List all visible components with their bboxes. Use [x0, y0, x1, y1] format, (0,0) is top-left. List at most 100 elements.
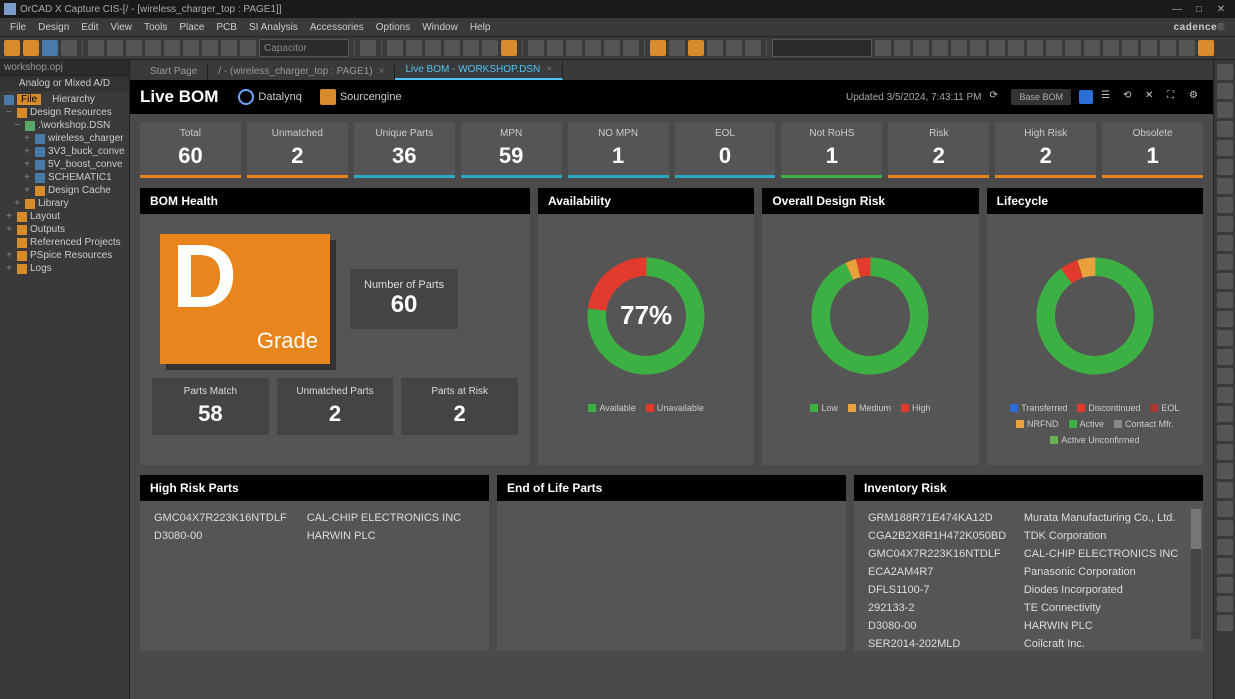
new-icon[interactable]	[4, 40, 20, 56]
kpi-card[interactable]: Total60	[140, 122, 241, 178]
tree-item[interactable]: +Design Cache	[0, 184, 129, 197]
tool-icon[interactable]	[1217, 577, 1233, 593]
tool-icon[interactable]	[970, 40, 986, 56]
tool-icon[interactable]	[221, 40, 237, 56]
expand-icon[interactable]: −	[12, 120, 22, 131]
tool-icon[interactable]	[1217, 368, 1233, 384]
expand-icon[interactable]: ⛶	[1167, 90, 1181, 104]
tool-icon[interactable]	[1217, 254, 1233, 270]
tool-icon[interactable]	[1141, 40, 1157, 56]
part-combo[interactable]: Capacitor	[259, 39, 349, 57]
tool-icon[interactable]	[183, 40, 199, 56]
minimize-button[interactable]: —	[1167, 4, 1187, 15]
tool-icon[interactable]	[585, 40, 601, 56]
kpi-card[interactable]: High Risk2	[995, 122, 1096, 178]
tool-icon[interactable]	[650, 40, 666, 56]
list-view-icon[interactable]: ☰	[1101, 90, 1115, 104]
expand-icon[interactable]: +	[4, 211, 14, 222]
scrollbar-thumb[interactable]	[1191, 509, 1201, 549]
copy-icon[interactable]	[107, 40, 123, 56]
tool-icon[interactable]	[1217, 311, 1233, 327]
search-icon[interactable]	[360, 40, 376, 56]
menu-accessories[interactable]: Accessories	[304, 22, 370, 33]
tool-icon[interactable]	[726, 40, 742, 56]
tool-icon[interactable]	[1217, 235, 1233, 251]
tool-icon[interactable]	[528, 40, 544, 56]
document-tab[interactable]: / - (wireless_charger_top : PAGE1)×	[208, 63, 395, 80]
tab-close-icon[interactable]: ×	[546, 64, 552, 75]
kpi-card[interactable]: Unique Parts36	[354, 122, 455, 178]
menu-pcb[interactable]: PCB	[210, 22, 243, 33]
kpi-card[interactable]: MPN59	[461, 122, 562, 178]
grid-view-icon[interactable]	[1079, 90, 1093, 104]
table-row[interactable]: DFLS1100-7Diodes Incorporated	[864, 581, 1193, 599]
expand-icon[interactable]: +	[12, 198, 22, 209]
tool-icon[interactable]	[1217, 178, 1233, 194]
tool-icon[interactable]	[1179, 40, 1195, 56]
tree-tab-hierarchy[interactable]: Hierarchy	[52, 94, 95, 105]
kpi-card[interactable]: NO MPN1	[568, 122, 669, 178]
tree-item[interactable]: Referenced Projects	[0, 236, 129, 249]
tool-icon[interactable]	[951, 40, 967, 56]
expand-icon[interactable]: −	[4, 107, 14, 118]
redo-icon[interactable]	[164, 40, 180, 56]
tree-tab-file[interactable]: File	[17, 94, 41, 105]
tree-item[interactable]: +3V3_buck_conve	[0, 145, 129, 158]
tree-item[interactable]: +SCHEMATIC1	[0, 171, 129, 184]
menu-si[interactable]: SI Analysis	[243, 22, 304, 33]
tool-icon[interactable]	[1217, 482, 1233, 498]
menu-design[interactable]: Design	[32, 22, 75, 33]
tool-icon[interactable]	[1217, 539, 1233, 555]
tool-icon[interactable]	[1027, 40, 1043, 56]
menu-tools[interactable]: Tools	[138, 22, 173, 33]
tool-icon[interactable]	[566, 40, 582, 56]
table-row[interactable]: GRM188R71E474KA12DMurata Manufacturing C…	[864, 509, 1193, 527]
print-icon[interactable]	[61, 40, 77, 56]
tool-icon[interactable]	[1217, 64, 1233, 80]
menu-edit[interactable]: Edit	[75, 22, 104, 33]
zoom-fit-icon[interactable]	[425, 40, 441, 56]
tool-icon[interactable]	[1160, 40, 1176, 56]
zoom-area-icon[interactable]	[444, 40, 460, 56]
document-tab[interactable]: Live BOM - WORKSHOP.DSN×	[395, 61, 563, 80]
tool-icon[interactable]	[1217, 330, 1233, 346]
settings-icon[interactable]: ⚙	[1189, 90, 1203, 104]
scrollbar[interactable]	[1191, 509, 1201, 639]
table-row[interactable]: CGA2B2X8R1H472K050BDTDK Corporation	[864, 527, 1193, 545]
menu-place[interactable]: Place	[173, 22, 210, 33]
tool-icon[interactable]	[1217, 273, 1233, 289]
tool-icon[interactable]	[745, 40, 761, 56]
tool-icon[interactable]	[989, 40, 1005, 56]
expand-icon[interactable]: +	[4, 263, 14, 274]
menu-options[interactable]: Options	[370, 22, 416, 33]
tool-icon[interactable]	[1217, 197, 1233, 213]
expand-icon[interactable]: +	[22, 133, 32, 144]
tool-icon[interactable]	[1217, 140, 1233, 156]
tool-icon[interactable]	[240, 40, 256, 56]
tool-icon[interactable]	[1103, 40, 1119, 56]
tree-item[interactable]: +Outputs	[0, 223, 129, 236]
tool-icon[interactable]	[604, 40, 620, 56]
tool-icon[interactable]	[1217, 596, 1233, 612]
tool-icon[interactable]	[482, 40, 498, 56]
tree-item[interactable]: +5V_boost_conve	[0, 158, 129, 171]
expand-icon[interactable]: +	[4, 250, 14, 261]
tool-icon[interactable]	[1217, 292, 1233, 308]
tool-icon[interactable]	[547, 40, 563, 56]
save-icon[interactable]	[42, 40, 58, 56]
tool-icon[interactable]	[1217, 159, 1233, 175]
open-icon[interactable]	[23, 40, 39, 56]
expand-icon[interactable]: +	[22, 185, 32, 196]
close-button[interactable]: ✕	[1211, 4, 1231, 15]
tool-icon[interactable]	[894, 40, 910, 56]
menu-help[interactable]: Help	[464, 22, 497, 33]
tool-icon[interactable]	[1217, 349, 1233, 365]
tool-icon[interactable]	[1217, 501, 1233, 517]
menu-view[interactable]: View	[105, 22, 139, 33]
project-tree[interactable]: FileHierarchy−Design Resources−.\worksho…	[0, 91, 129, 699]
tree-item[interactable]: −.\workshop.DSN	[0, 119, 129, 132]
zoom-in-icon[interactable]	[387, 40, 403, 56]
tool-icon[interactable]	[1046, 40, 1062, 56]
tool-icon[interactable]	[623, 40, 639, 56]
document-tab[interactable]: Start Page	[140, 63, 208, 80]
